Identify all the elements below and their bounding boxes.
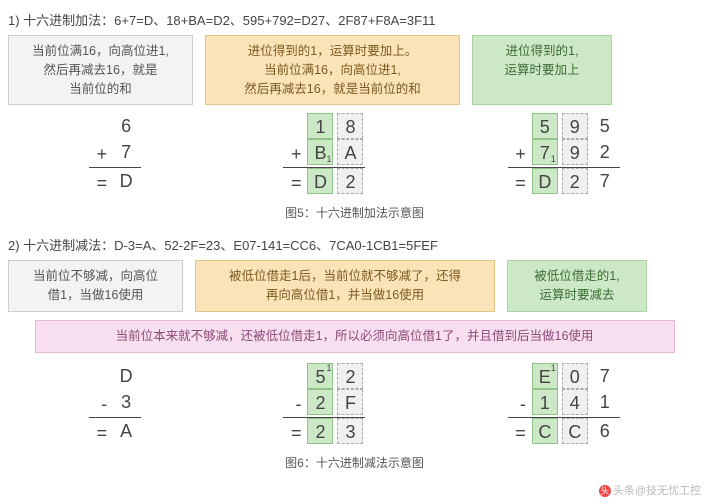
- operator: -: [89, 394, 111, 415]
- math-problem: 595+7192=D27: [508, 113, 620, 194]
- digit-cell: 7: [113, 139, 139, 165]
- subtraction-box-tan: 被低位借走1后，当前位就不够减了，还得再向高位借1，并当做16使用: [195, 260, 495, 312]
- digit-cell: 2: [307, 389, 333, 415]
- subtraction-title: 2) 十六进制减法：D-3=A、52-2F=23、E07-141=CC6、7CA…: [8, 235, 701, 254]
- digit-cell: 0: [562, 363, 588, 389]
- digit-cell: A: [337, 139, 363, 165]
- digit-cell: 4: [562, 389, 588, 415]
- watermark-text: 头条@技无忧工控: [613, 485, 701, 497]
- digit-cell: 2: [562, 168, 588, 194]
- digit-cell: F: [337, 389, 363, 415]
- math-problem: E107-141=CC6: [508, 363, 620, 444]
- addition-box-gray: 当前位满16，向高位进1,然后再减去16，就是当前位的和: [8, 35, 193, 105]
- subtraction-box-green: 被低位借走的1,运算时要减去: [507, 260, 647, 312]
- operator: =: [283, 173, 305, 194]
- operator: +: [89, 144, 111, 165]
- digit-cell: B1: [307, 139, 333, 165]
- digit-cell: 2: [337, 168, 363, 194]
- digit-cell: 3: [337, 418, 363, 444]
- digit-cell: 3: [113, 389, 139, 415]
- digit-cell: 1: [532, 389, 558, 415]
- operator: -: [508, 394, 530, 415]
- digit-cell: 9: [562, 139, 588, 165]
- math-problem: 6+7=D: [89, 113, 141, 194]
- digit-cell: 8: [337, 113, 363, 139]
- watermark-logo-icon: 头: [599, 485, 611, 497]
- digit-cell: C: [562, 418, 588, 444]
- digit-cell: 1: [592, 389, 618, 415]
- addition-box-tan: 进位得到的1，运算时要加上。当前位满16，向高位进1,然后再减去16，就是当前位…: [205, 35, 460, 105]
- addition-problems: 6+7=D18+B1A=D2595+7192=D27: [8, 113, 701, 198]
- digit-cell: 7: [592, 168, 618, 194]
- digit-cell: D: [113, 168, 139, 194]
- digit-cell: 51: [307, 363, 333, 389]
- operator: -: [283, 394, 305, 415]
- digit-cell: D: [113, 363, 139, 389]
- operator: +: [283, 144, 305, 165]
- digit-cell: 71: [532, 139, 558, 165]
- digit-cell: 7: [592, 363, 618, 389]
- subtraction-boxes: 当前位不够减，向高位借1，当做16使用 被低位借走1后，当前位就不够减了，还得再…: [8, 260, 701, 312]
- digit-cell: 5: [532, 113, 558, 139]
- watermark: 头头条@技无忧工控: [599, 482, 701, 498]
- subtraction-box-pink-row: 当前位本来就不够减，还被低位借走1，所以必须向高位借1了，并且借到后当做16使用: [8, 320, 701, 353]
- addition-box-green: 进位得到的1,运算时要加上: [472, 35, 612, 105]
- digit-cell: 9: [562, 113, 588, 139]
- digit-cell: D: [307, 168, 333, 194]
- operator: +: [508, 144, 530, 165]
- digit-cell: 2: [592, 139, 618, 165]
- subtraction-problems: D-3=A512-2F=23E107-141=CC6: [8, 363, 701, 448]
- addition-boxes: 当前位满16，向高位进1,然后再减去16，就是当前位的和 进位得到的1，运算时要…: [8, 35, 701, 105]
- subtraction-section: 2) 十六进制减法：D-3=A、52-2F=23、E07-141=CC6、7CA…: [8, 235, 701, 470]
- math-problem: 18 +B1A =D2: [283, 113, 365, 194]
- operator: =: [89, 173, 111, 194]
- subtraction-caption: 图6：十六进制减法示意图: [8, 454, 701, 471]
- digit-cell: 6: [592, 418, 618, 444]
- operator: =: [283, 423, 305, 444]
- digit-cell: 6: [113, 113, 139, 139]
- digit-cell: 1: [307, 113, 333, 139]
- operator: =: [508, 423, 530, 444]
- math-problem: 512-2F=23: [283, 363, 365, 444]
- operator: =: [89, 423, 111, 444]
- subtraction-box-pink: 当前位本来就不够减，还被低位借走1，所以必须向高位借1了，并且借到后当做16使用: [35, 320, 675, 353]
- addition-caption: 图5：十六进制加法示意图: [8, 204, 701, 221]
- digit-cell: 5: [592, 113, 618, 139]
- digit-cell: A: [113, 418, 139, 444]
- operator: =: [508, 173, 530, 194]
- digit-cell: D: [532, 168, 558, 194]
- digit-cell: 2: [307, 418, 333, 444]
- math-problem: D-3=A: [89, 363, 141, 444]
- addition-section: 1) 十六进制加法：6+7=D、18+BA=D2、595+792=D27、2F8…: [8, 10, 701, 221]
- digit-cell: 2: [337, 363, 363, 389]
- digit-cell: E1: [532, 363, 558, 389]
- addition-title: 1) 十六进制加法：6+7=D、18+BA=D2、595+792=D27、2F8…: [8, 10, 701, 29]
- subtraction-box-gray: 当前位不够减，向高位借1，当做16使用: [8, 260, 183, 312]
- digit-cell: C: [532, 418, 558, 444]
